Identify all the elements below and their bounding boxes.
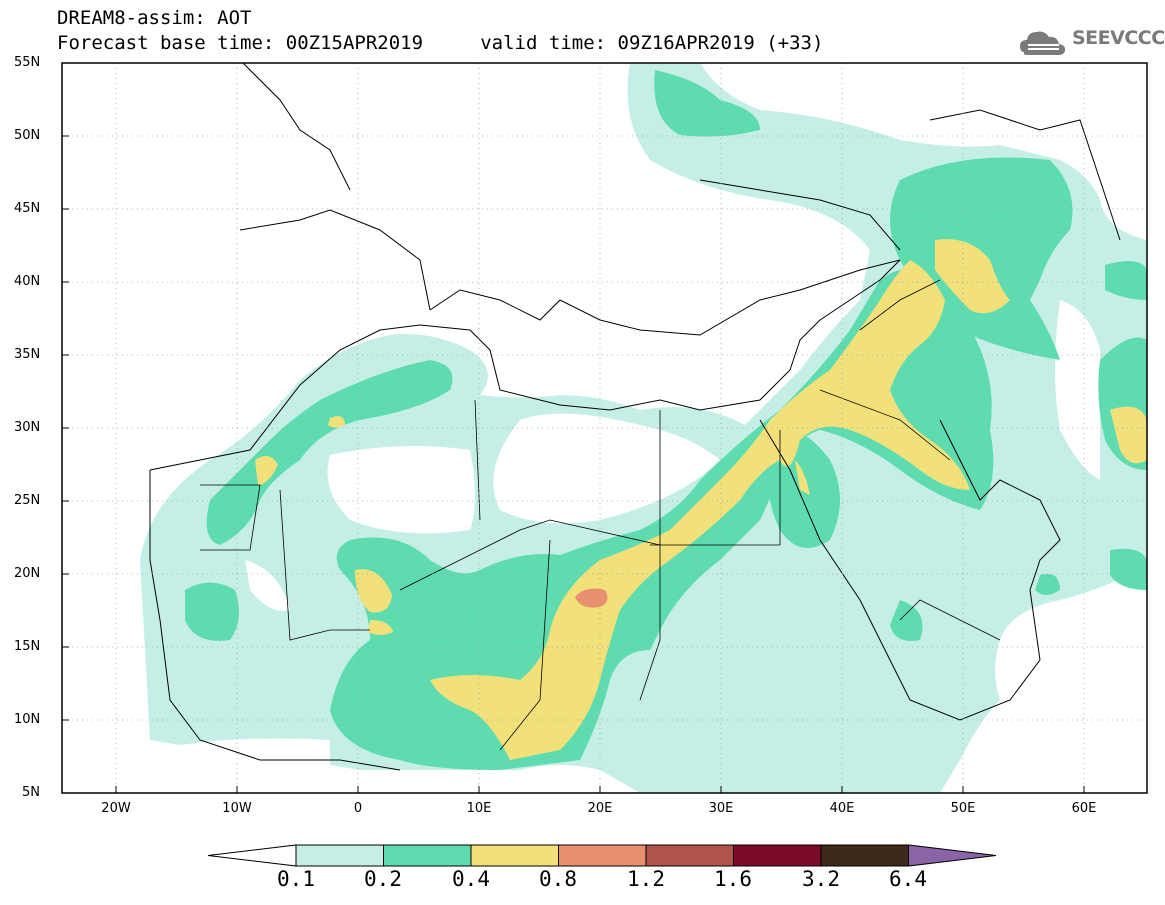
forecast-time-line: Forecast base time: 00Z15APR2019 valid t… xyxy=(57,32,824,54)
aot-field-0.8 xyxy=(575,588,608,608)
lon-label: 40E xyxy=(829,801,855,816)
colorbar-label: 0.2 xyxy=(364,867,402,891)
lon-label: 10W xyxy=(222,801,252,816)
lon-label: 60E xyxy=(1071,801,1097,816)
lat-label: 50N xyxy=(14,128,41,143)
lon-label: 10E xyxy=(466,801,492,816)
coastlines xyxy=(149,63,1121,771)
map-title: DREAM8-assim: AOT xyxy=(57,7,252,29)
lat-label: 55N xyxy=(14,55,41,70)
lon-label: 0 xyxy=(353,801,363,816)
lat-label: 25N xyxy=(14,493,41,508)
lat-label: 45N xyxy=(14,201,41,216)
axis-ticks xyxy=(62,135,1085,793)
lat-label: 30N xyxy=(14,420,41,435)
lat-label: 10N xyxy=(14,712,41,727)
logo-text: SEEVCCC xyxy=(1072,27,1165,49)
lat-label: 5N xyxy=(22,785,40,800)
colorbar-label: 1.6 xyxy=(714,867,752,891)
aot-field-0.4 xyxy=(255,239,1147,760)
lon-label: 50E xyxy=(950,801,976,816)
cloud-icon xyxy=(1020,31,1066,55)
country-borders xyxy=(200,279,1001,751)
graticule xyxy=(62,63,1147,793)
colorbar-label: 1.2 xyxy=(627,867,665,891)
colorbar-label: 3.2 xyxy=(802,867,840,891)
colorbar-label: 6.4 xyxy=(889,867,927,891)
colorbar-label: 0.4 xyxy=(452,867,490,891)
lat-label: 35N xyxy=(14,347,41,362)
lat-label: 20N xyxy=(14,566,41,581)
lon-label: 20W xyxy=(101,801,131,816)
colorbar-label: 0.8 xyxy=(539,867,577,891)
lat-label: 40N xyxy=(14,274,41,289)
lon-label: 20E xyxy=(587,801,613,816)
lat-label: 15N xyxy=(14,639,41,654)
lon-label: 30E xyxy=(708,801,734,816)
colorbar-label: 0.1 xyxy=(277,867,315,891)
